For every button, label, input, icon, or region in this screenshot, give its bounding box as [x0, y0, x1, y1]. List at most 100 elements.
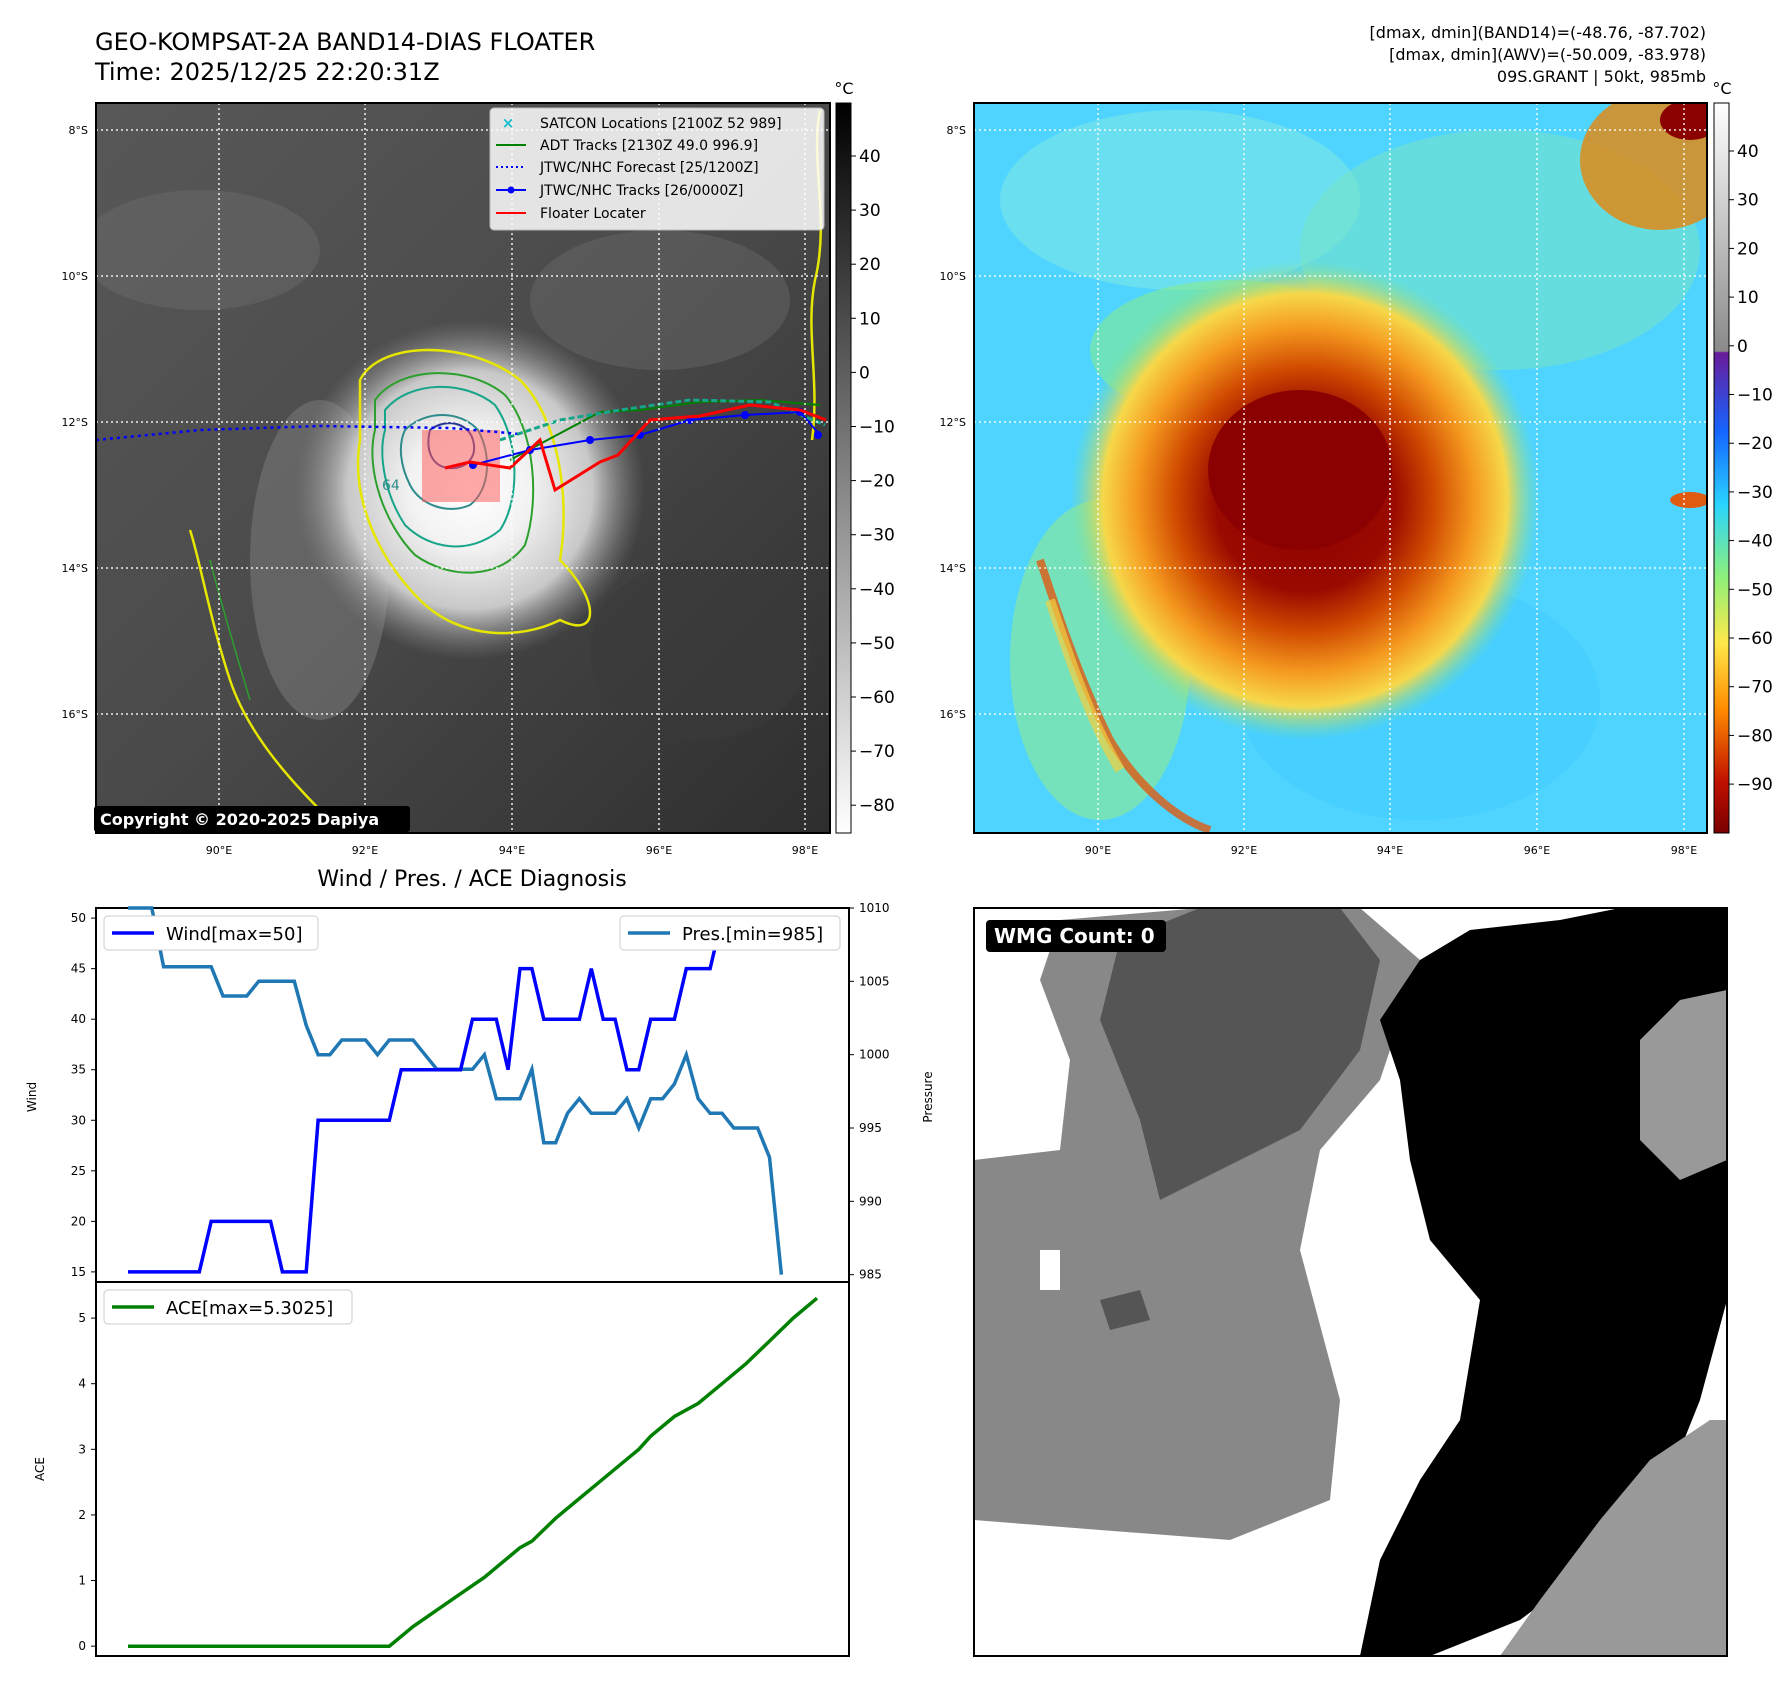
- colorbar-tick-label: −20: [1737, 434, 1773, 454]
- pres-tick-label: 990: [859, 1194, 882, 1208]
- ir-map-lat-ticks: 8°S 10°S 12°S 14°S 16°S: [62, 124, 88, 721]
- col-lon-tick: 98°E: [1671, 844, 1697, 857]
- ir-lon-tick: 94°E: [499, 844, 525, 857]
- wind-legend: Wind[max=50]: [103, 915, 319, 951]
- copyright-text: Copyright © 2020-2025 Dapiya: [100, 810, 379, 829]
- colorbar-tick-label: −30: [859, 526, 895, 546]
- contour-label-64: 64: [382, 478, 400, 494]
- satcon-track: [499, 398, 826, 442]
- colorbar-tick-label: −70: [859, 742, 895, 762]
- color-colorbar-ticks: 40 30 20 10 0 −10 −20 −30 −40 −50 −60 −70 −80 −90: [1729, 142, 1773, 795]
- colorbar-tick-label: −50: [859, 634, 895, 654]
- ir-lat-tick: 16°S: [62, 708, 88, 721]
- ir-map-frame: [95, 102, 831, 834]
- ir-map-legend: × SATCON Locations [2100Z 52 989] ADT Tr…: [489, 107, 825, 231]
- info-line2: [dmax, dmin](AWV)=(-50.009, -83.978): [1389, 45, 1706, 64]
- ace-tick-label: 4: [78, 1377, 86, 1391]
- pres-tick-label: 1005: [859, 974, 890, 988]
- pres-tick-label: 1010: [859, 901, 890, 915]
- colorbar-tick-label: 30: [1737, 191, 1759, 211]
- colorbar-tick-label: 20: [859, 255, 881, 275]
- col-lon-tick: 92°E: [1231, 844, 1257, 857]
- color-colorbar: [1713, 102, 1730, 834]
- col-lat-tick: 10°S: [940, 270, 966, 283]
- colorbar-tick-label: 40: [1737, 142, 1759, 162]
- copyright-badge: [94, 806, 410, 832]
- colorbar-tick-label: −20: [859, 472, 895, 492]
- colorbar-tick-label: −40: [1737, 532, 1773, 552]
- wind-tick-label: 40: [71, 1012, 86, 1026]
- ace-tick-label: 3: [78, 1442, 86, 1456]
- wind-tick-label: 35: [71, 1063, 86, 1077]
- wmg-panel: [974, 908, 1727, 1656]
- legend-adt: ADT Tracks [2130Z 49.0 996.9]: [540, 138, 758, 154]
- pres-tick-label: 1000: [859, 1048, 890, 1062]
- legend-jtwc-tracks: JTWC/NHC Tracks [26/0000Z]: [539, 183, 743, 199]
- ace-tick-label: 1: [78, 1574, 86, 1588]
- wind-series-line: [128, 916, 734, 1274]
- ir-lon-tick: 98°E: [792, 844, 818, 857]
- info-line1: [dmax, dmin](BAND14)=(-48.76, -87.702): [1370, 23, 1706, 42]
- col-lon-tick: 90°E: [1085, 844, 1111, 857]
- pres-legend: Pres.[min=985]: [619, 915, 841, 951]
- pres-axis-ticks: 985 990 995 1000 1005 1010: [849, 901, 890, 1282]
- pres-legend-label: Pres.[min=985]: [682, 924, 823, 945]
- wind-tick-label: 20: [71, 1214, 86, 1228]
- legend-satcon: SATCON Locations [2100Z 52 989]: [540, 116, 782, 132]
- ace-axis-ticks: 0 1 2 3 4 5: [78, 1311, 96, 1653]
- colorbar-tick-label: −30: [1737, 483, 1773, 503]
- color-map-panel: [974, 103, 1707, 833]
- ace-tick-label: 2: [78, 1508, 86, 1522]
- wind-tick-label: 25: [71, 1164, 86, 1178]
- color-map-lon-ticks: 90°E 92°E 94°E 96°E 98°E: [1085, 844, 1697, 857]
- wind-axis-ticks: 15 20 25 30 35 40 45 50: [71, 911, 96, 1279]
- ace-tick-label: 0: [78, 1639, 86, 1653]
- ace-legend-label: ACE[max=5.3025]: [166, 1298, 333, 1319]
- colorbar-tick-label: −40: [859, 580, 895, 600]
- figure-title-line2: Time: 2025/12/25 22:20:31Z: [94, 58, 440, 86]
- colorbar-tick-label: 10: [859, 309, 881, 329]
- pressure-series-line: [128, 906, 784, 1275]
- wind-tick-label: 30: [71, 1113, 86, 1127]
- legend-forecast: JTWC/NHC Forecast [25/1200Z]: [539, 160, 759, 176]
- ir-lon-tick: 96°E: [646, 844, 672, 857]
- ir-lat-tick: 12°S: [62, 416, 88, 429]
- wind-tick-label: 50: [71, 911, 86, 925]
- colorbar-tick-label: −60: [1737, 629, 1773, 649]
- ir-colorbar-ticks: 40 30 20 10 0 −10 −20 −30 −40 −50 −60 −70 −80: [851, 147, 895, 816]
- jtwc-forecast-line: [96, 424, 521, 442]
- col-lat-tick: 16°S: [940, 708, 966, 721]
- ir-lat-tick: 8°S: [69, 124, 88, 137]
- color-map-lat-ticks: 8°S 10°S 12°S 14°S 16°S: [940, 124, 966, 721]
- colorbar-tick-label: −60: [859, 688, 895, 708]
- floater-locator-line: [444, 403, 827, 493]
- diag-title: Wind / Pres. / ACE Diagnosis: [317, 867, 626, 892]
- ir-colorbar-unit: °C: [834, 79, 853, 98]
- ir-map-lon-ticks: 90°E 92°E 94°E 96°E 98°E: [206, 844, 818, 857]
- pres-axis-label: Pressure: [921, 1071, 935, 1122]
- colorbar-tick-label: 10: [1737, 288, 1759, 308]
- ace-series-line: [128, 1296, 819, 1648]
- col-lat-tick: 12°S: [940, 416, 966, 429]
- colorbar-tick-label: 20: [1737, 239, 1759, 259]
- colorbar-tick-label: −10: [1737, 386, 1773, 406]
- ace-legend: ACE[max=5.3025]: [103, 1289, 353, 1325]
- colorbar-tick-label: 40: [859, 147, 881, 167]
- wind-tick-label: 45: [71, 962, 86, 976]
- colorbar-tick-label: 0: [1737, 337, 1748, 357]
- figure-title-line1: GEO-KOMPSAT-2A BAND14-DIAS FLOATER: [95, 28, 595, 56]
- colorbar-tick-label: 30: [859, 201, 881, 221]
- wind-tick-label: 15: [71, 1265, 86, 1279]
- wmg-badge: [986, 920, 1166, 952]
- ace-frame: [95, 1281, 850, 1657]
- ir-lat-tick: 14°S: [62, 562, 88, 575]
- colorbar-tick-label: −50: [1737, 580, 1773, 600]
- colorbar-tick-label: −80: [1737, 726, 1773, 746]
- color-map-grid: [974, 103, 1707, 833]
- legend-track-dot: [507, 186, 515, 194]
- jtwc-track-line: [472, 410, 821, 466]
- col-lon-tick: 94°E: [1377, 844, 1403, 857]
- colorbar-tick-label: −10: [859, 418, 895, 438]
- wmg-badge-text: WMG Count: 0: [994, 924, 1155, 948]
